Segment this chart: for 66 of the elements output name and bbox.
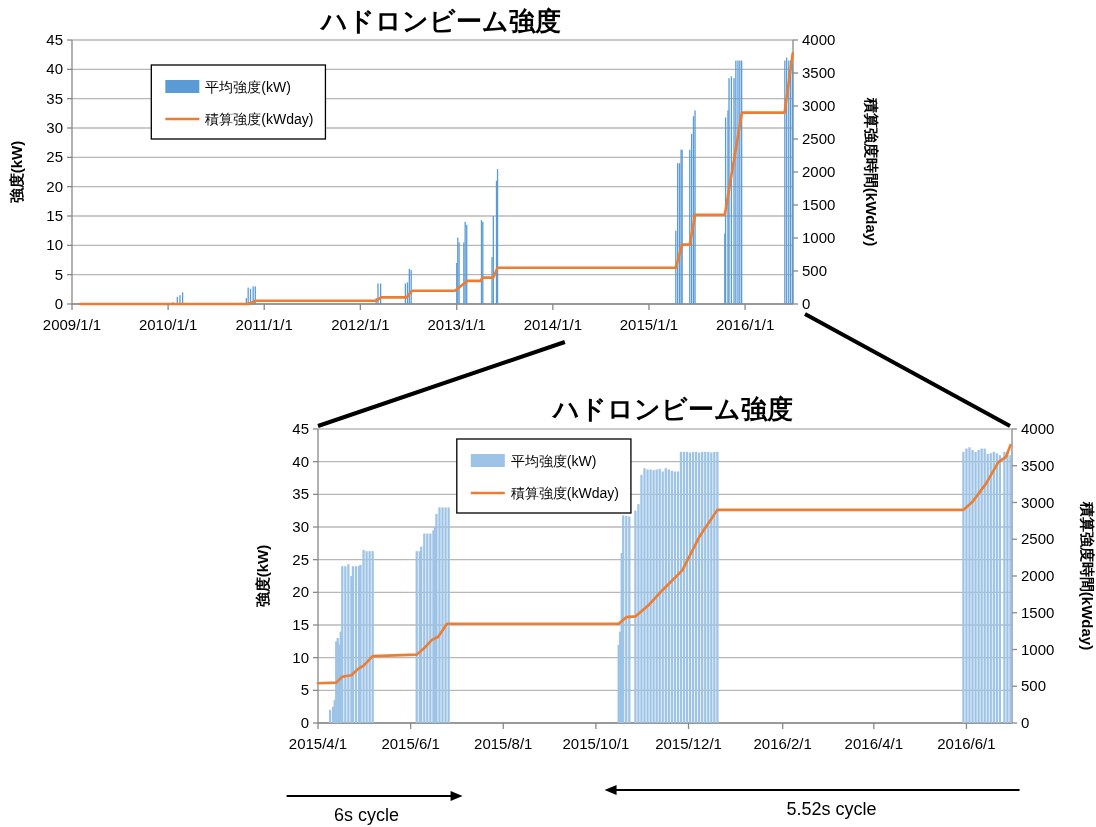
y-tick-label: 45 <box>292 420 309 437</box>
y2-tick-label: 3000 <box>1021 493 1055 511</box>
legend-label: 積算強度(kWday) <box>205 111 314 127</box>
y-tick-label: 10 <box>292 648 309 666</box>
y-tick-label: 45 <box>46 31 63 48</box>
x-tick-label: 2015/6/1 <box>381 735 440 752</box>
y2-axis-title: 積算強度時間(kWday) <box>863 96 880 247</box>
x-tick-label: 2010/1/1 <box>138 316 198 333</box>
x-tick-label: 2011/1/1 <box>235 316 293 333</box>
y2-tick-label: 1500 <box>802 196 836 213</box>
y2-tick-label: 0 <box>802 295 811 312</box>
y-tick-label: 15 <box>46 207 63 224</box>
x-tick-label: 2016/6/1 <box>937 735 996 752</box>
x-tick-label: 2015/10/1 <box>562 735 630 752</box>
x-tick-label: 2016/2/1 <box>753 735 812 752</box>
y2-tick-label: 1000 <box>802 229 836 246</box>
x-tick-label: 2016/4/1 <box>844 735 903 752</box>
y-tick-label: 30 <box>46 119 63 136</box>
x-tick-label: 2015/8/1 <box>474 735 533 752</box>
y2-tick-label: 3500 <box>802 64 836 81</box>
y2-tick-label: 1000 <box>1021 640 1055 658</box>
y2-tick-label: 2500 <box>1021 530 1055 548</box>
y2-tick-label: 0 <box>1021 714 1030 731</box>
x-tick-label: 2012/1/1 <box>331 316 390 333</box>
x-tick-label: 2015/4/1 <box>288 735 348 752</box>
y-axis-title: 強度(kW) <box>8 140 25 204</box>
legend-label: 平均強度(kW) <box>510 453 597 469</box>
y2-tick-label: 2000 <box>1021 567 1055 584</box>
y-tick-label: 25 <box>292 550 309 568</box>
y2-tick-label: 2000 <box>802 163 836 180</box>
y-tick-label: 40 <box>292 452 309 470</box>
y-tick-label: 0 <box>300 714 309 731</box>
x-tick-label: 2009/1/1 <box>42 316 102 333</box>
y2-tick-label: 3500 <box>1021 456 1055 474</box>
y-tick-label: 5 <box>300 681 309 699</box>
x-tick-label: 2015/12/1 <box>655 735 722 752</box>
text: 5.52s cycle <box>786 799 877 819</box>
y-tick-label: 10 <box>46 236 63 254</box>
y2-tick-label: 1500 <box>1021 603 1055 621</box>
y2-tick-label: 4000 <box>802 31 836 48</box>
y-tick-label: 25 <box>46 148 63 166</box>
y-tick-label: 30 <box>292 518 309 535</box>
y-tick-label: 15 <box>292 616 309 633</box>
y2-tick-label: 4000 <box>1021 420 1055 437</box>
y2-tick-label: 2500 <box>802 130 836 147</box>
text: 6s cycle <box>334 805 400 825</box>
y-tick-label: 20 <box>46 177 63 195</box>
chart-title: ハドロンビーム強度 <box>318 6 561 36</box>
x-tick-label: 2014/1/1 <box>523 316 583 333</box>
y-tick-label: 20 <box>292 583 309 601</box>
y2-tick-label: 500 <box>802 262 828 279</box>
y-tick-label: 35 <box>46 89 63 107</box>
y-tick-label: 40 <box>46 60 63 78</box>
y2-tick-label: 500 <box>1021 677 1047 695</box>
y-tick-label: 5 <box>54 265 63 283</box>
y-tick-label: 35 <box>292 485 309 503</box>
y-tick-label: 0 <box>54 295 63 312</box>
chart-title: ハドロンビーム強度 <box>551 394 793 424</box>
x-tick-label: 2015/1/1 <box>619 316 679 333</box>
legend-label: 平均強度(kW) <box>205 79 291 95</box>
legend-label: 積算強度(kWday) <box>510 485 619 501</box>
x-tick-label: 2016/1/1 <box>715 316 775 333</box>
y2-axis-title: 積算強度時間(kWday) <box>1079 500 1096 651</box>
x-tick-label: 2013/1/1 <box>427 316 486 333</box>
y-axis-title: 強度(kW) <box>254 544 271 608</box>
y2-tick-label: 3000 <box>802 97 836 114</box>
